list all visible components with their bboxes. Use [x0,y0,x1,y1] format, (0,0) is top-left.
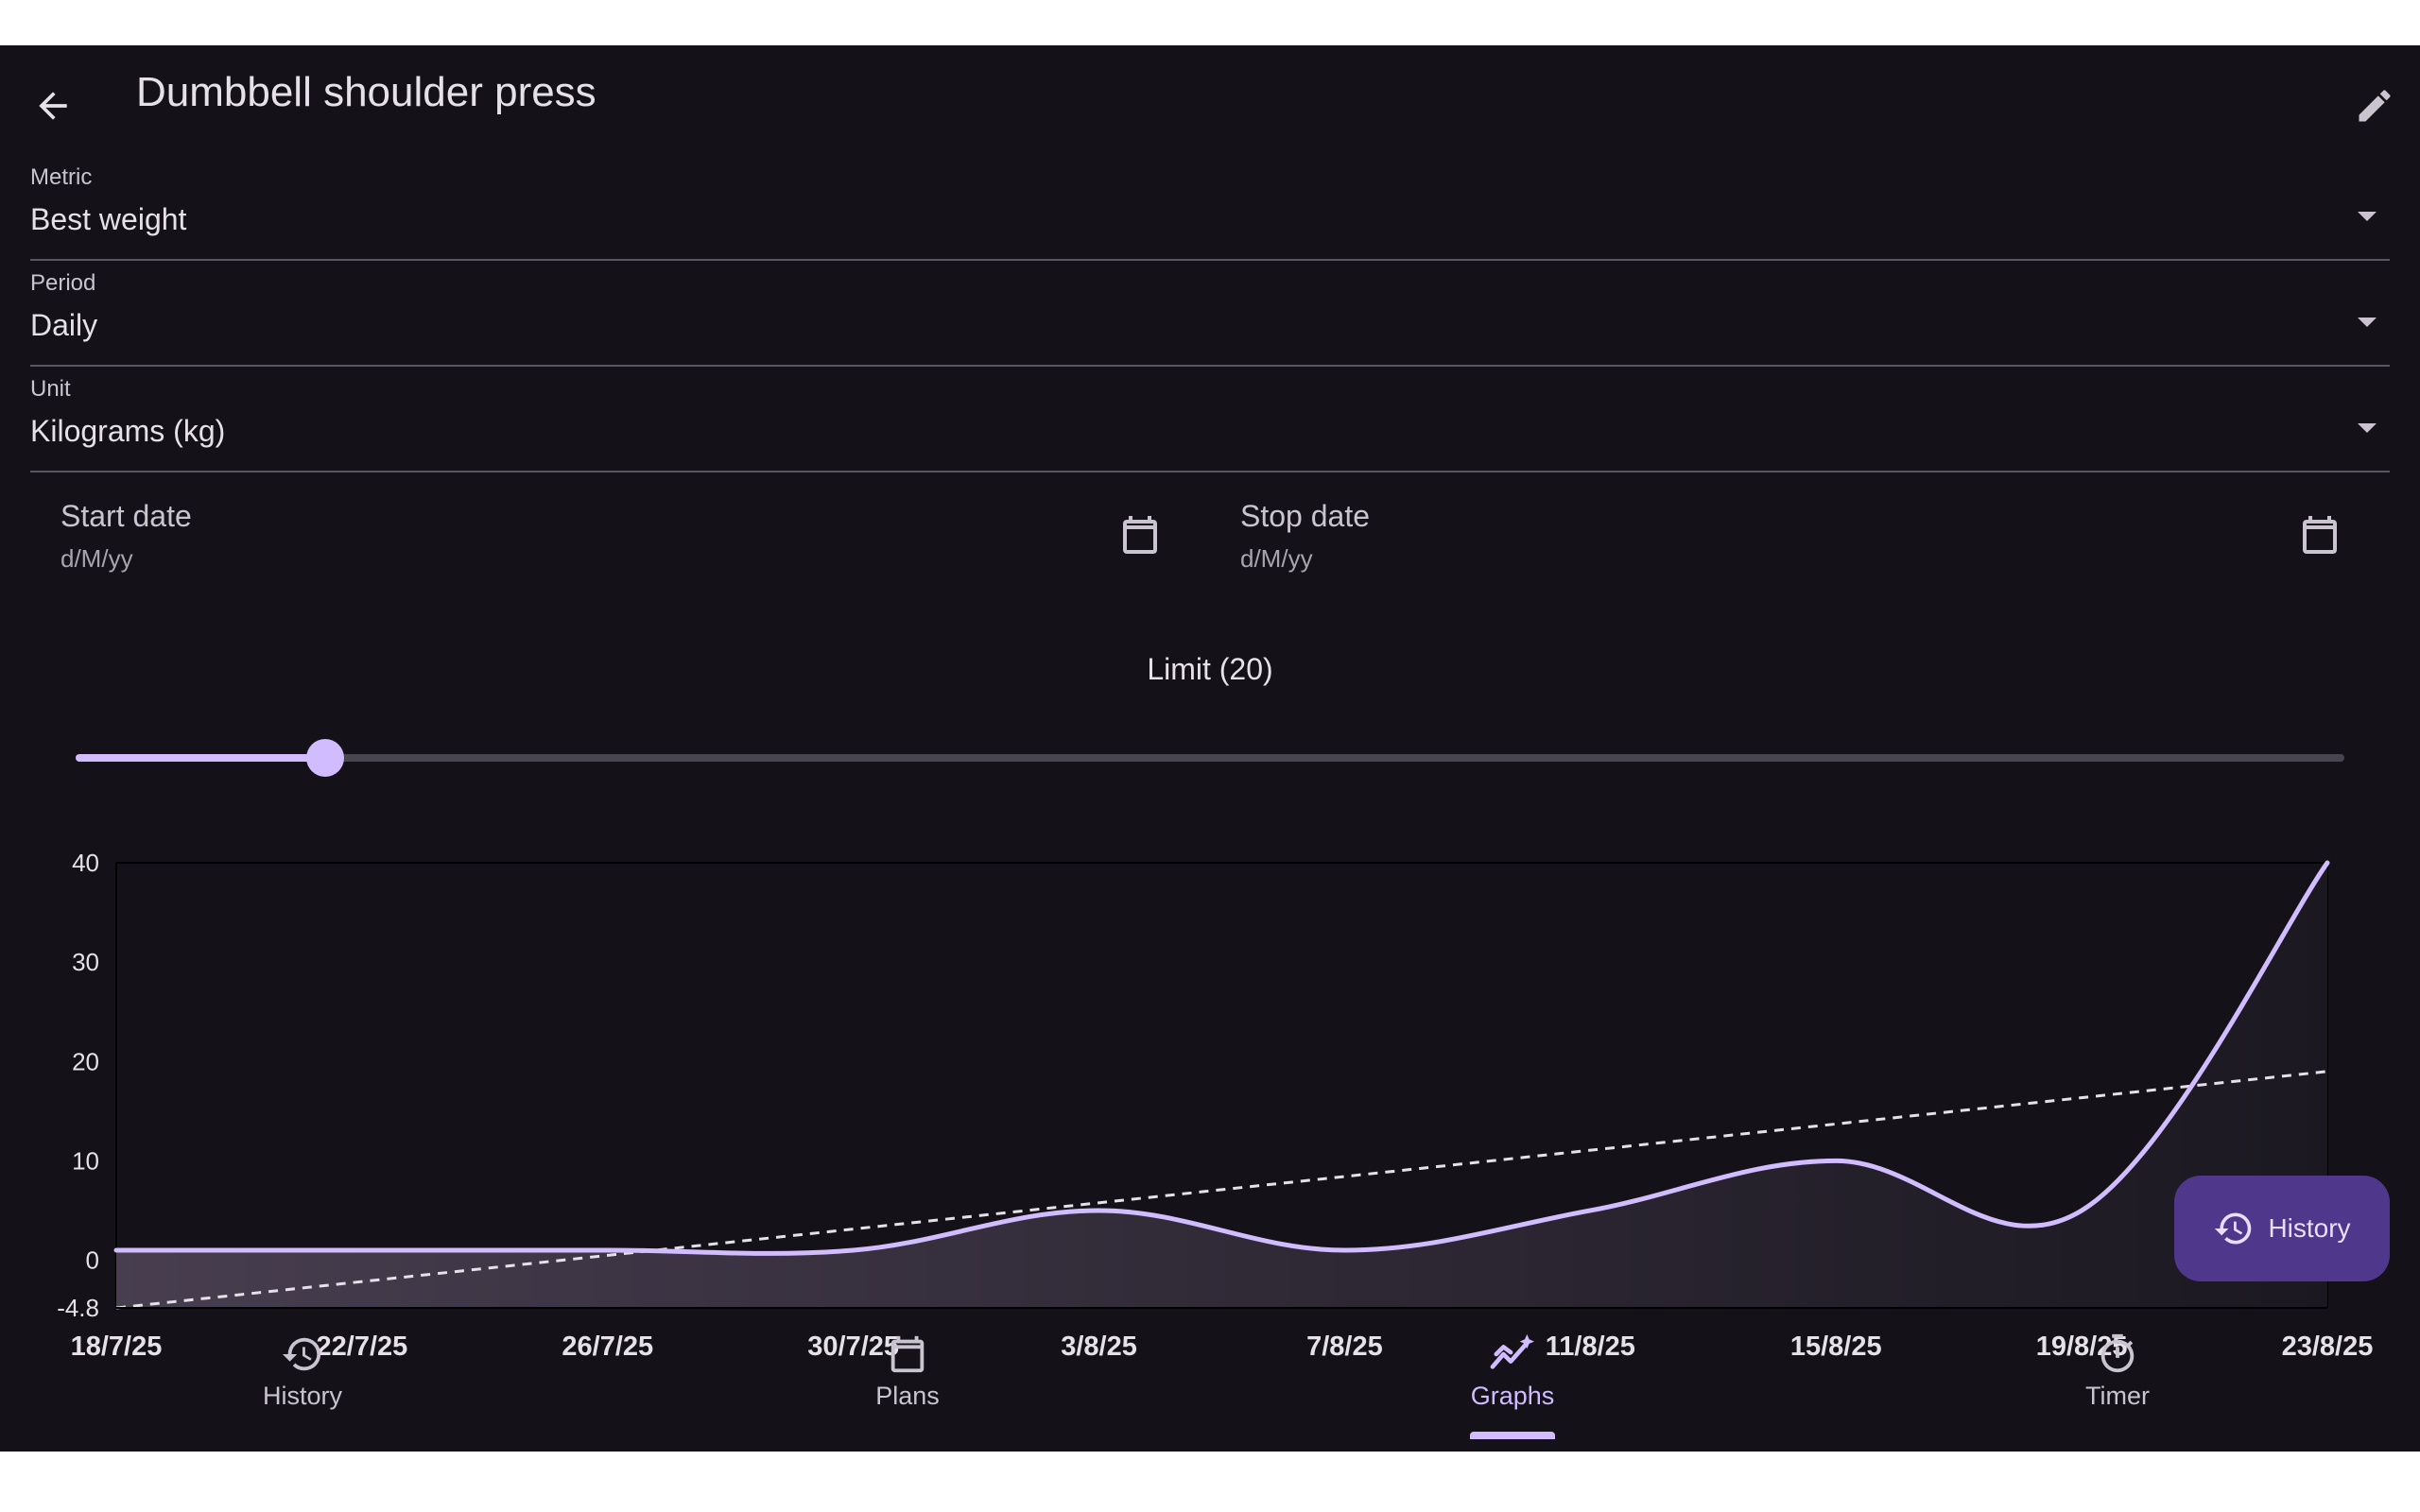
nav-item-timer[interactable]: Timer [2023,1332,2212,1436]
page-title: Dumbbell shoulder press [136,69,596,115]
dropdown-arrow-icon [2358,212,2377,221]
calendar-icon [890,1335,925,1373]
x-tick-label: 18/7/25 [71,1332,163,1362]
y-tick-label: 40 [72,849,99,877]
nav-label-history: History [262,1382,342,1410]
calendar-icon[interactable] [2297,512,2342,558]
metric-value: Best weight [30,202,187,236]
dropdown-arrow-icon [2358,318,2377,327]
arrow-back-icon [39,92,67,120]
nav-label-timer: Timer [2085,1382,2150,1410]
metric-label: Metric [30,164,93,190]
y-tick-label: 0 [86,1246,99,1275]
period-select[interactable]: Period Daily [30,266,2390,367]
unit-label: Unit [30,376,71,402]
x-tick-label: 3/8/25 [1061,1332,1137,1362]
pencil-edit-icon [2359,90,2391,122]
start-date-label: Start date [60,499,192,533]
history-fab[interactable]: History [2174,1176,2390,1281]
calendar-icon[interactable] [1117,512,1163,558]
stop-date-field[interactable]: Stop date d/M/yy [1240,499,2356,584]
limit-label: Limit (20) [1147,652,1273,686]
unit-select[interactable]: Unit Kilograms (kg) [30,372,2390,472]
y-tick-label: 10 [72,1146,99,1175]
period-value: Daily [30,308,98,342]
x-tick-label: 23/8/25 [2282,1332,2374,1362]
fab-label: History [2268,1213,2351,1243]
slider-thumb[interactable] [306,739,344,777]
history-icon [2215,1212,2252,1245]
nav-item-history[interactable]: History [208,1332,397,1436]
stop-date-label: Stop date [1240,499,1370,533]
x-tick-label: 26/7/25 [562,1332,653,1362]
nav-item-plans[interactable]: Plans [813,1332,1002,1436]
series-line [113,860,2330,1256]
back-button[interactable] [19,72,87,140]
unit-value: Kilograms (kg) [30,414,226,448]
metric-select[interactable]: Metric Best weight [30,161,2390,261]
timer-icon [2100,1333,2135,1373]
progress-chart: 40 30 20 10 0 -4.8 18/7/25 22/7/25 26/7/25 30/7/2… [57,849,2374,1362]
edit-button[interactable] [2341,72,2409,140]
slider-active-track [76,754,325,762]
app-screen: Dumbbell shoulder press Metric Best weig… [0,45,2420,1452]
nav-item-graphs[interactable]: Graphs [1418,1332,1607,1439]
x-tick-label: 15/8/25 [1790,1332,1882,1362]
nav-label-plans: Plans [875,1382,940,1410]
slider-track [76,754,2344,762]
x-tick-label: 22/7/25 [317,1332,408,1362]
graph-sparkle-icon [1490,1333,1534,1369]
history-icon [282,1337,321,1371]
y-tick-label: 20 [72,1047,99,1075]
limit-slider[interactable] [76,735,2344,781]
x-tick-label: 30/7/25 [807,1332,899,1362]
nav-label-graphs: Graphs [1470,1382,1555,1410]
period-label: Period [30,270,96,296]
series-area [116,863,2327,1308]
active-indicator [1470,1432,1555,1439]
x-tick-label: 11/8/25 [1546,1332,1635,1362]
y-tick-label: 30 [72,948,99,976]
x-tick-label: 7/8/25 [1306,1332,1383,1362]
stop-date-placeholder: d/M/yy [1240,544,1313,573]
start-date-placeholder: d/M/yy [60,544,133,573]
start-date-field[interactable]: Start date d/M/yy [60,499,1176,584]
dropdown-arrow-icon [2358,423,2377,433]
y-tick-label: -4.8 [57,1294,99,1322]
trend-line [115,1070,2328,1310]
